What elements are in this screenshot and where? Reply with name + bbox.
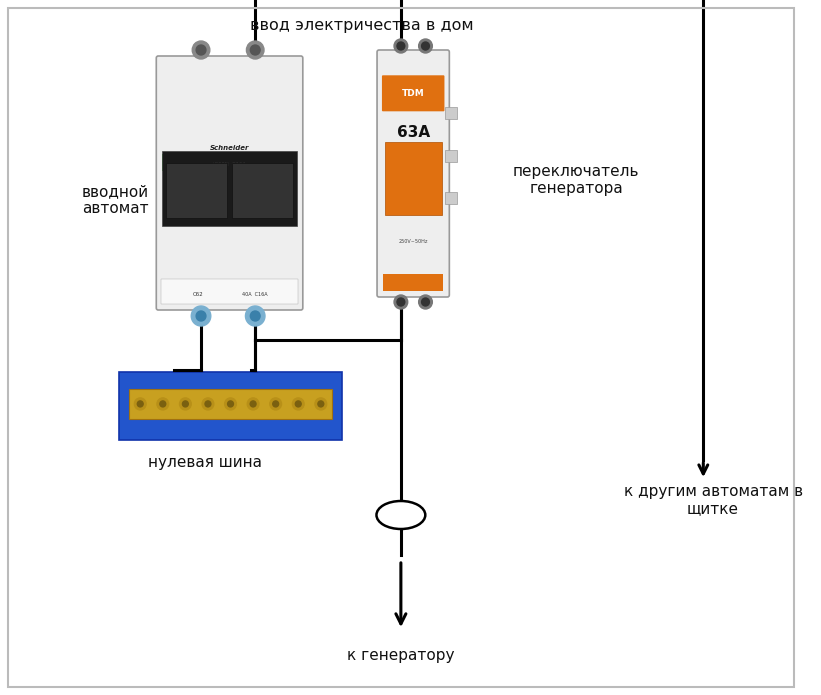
Circle shape bbox=[225, 398, 236, 410]
Text: ввод электричества в дом: ввод электричества в дом bbox=[250, 18, 473, 33]
Text: переключатель
генератора: переключатель генератора bbox=[513, 164, 640, 196]
Circle shape bbox=[191, 306, 211, 326]
Circle shape bbox=[273, 401, 278, 407]
Circle shape bbox=[227, 401, 233, 407]
Ellipse shape bbox=[377, 501, 425, 529]
Circle shape bbox=[394, 295, 408, 309]
FancyBboxPatch shape bbox=[377, 50, 449, 297]
Text: 40A  C16A: 40A C16A bbox=[242, 292, 268, 297]
Bar bbox=[119, 372, 342, 440]
Circle shape bbox=[250, 401, 256, 407]
Circle shape bbox=[422, 42, 429, 50]
Circle shape bbox=[318, 401, 323, 407]
Bar bbox=[129, 389, 333, 418]
Text: C62: C62 bbox=[193, 292, 204, 297]
Circle shape bbox=[250, 311, 260, 321]
Circle shape bbox=[296, 401, 301, 407]
Text: iC60N  C16A: iC60N C16A bbox=[213, 162, 246, 167]
Circle shape bbox=[202, 398, 213, 410]
Circle shape bbox=[292, 398, 304, 410]
Circle shape bbox=[315, 398, 327, 410]
Circle shape bbox=[196, 311, 206, 321]
Text: вводной
автомат: вводной автомат bbox=[82, 183, 149, 216]
Bar bbox=[446, 107, 457, 119]
Text: к другим автоматам в
щитке: к другим автоматам в щитке bbox=[623, 484, 803, 516]
Text: 63A: 63A bbox=[397, 124, 429, 140]
Circle shape bbox=[419, 295, 433, 309]
Circle shape bbox=[250, 45, 260, 55]
Text: Schneider: Schneider bbox=[210, 145, 250, 151]
Text: 250V~50Hz: 250V~50Hz bbox=[398, 239, 428, 244]
Circle shape bbox=[246, 41, 264, 59]
Circle shape bbox=[419, 39, 433, 53]
Circle shape bbox=[270, 398, 282, 410]
Circle shape bbox=[397, 298, 405, 306]
Text: нулевая шина: нулевая шина bbox=[148, 455, 262, 470]
Circle shape bbox=[196, 45, 206, 55]
Circle shape bbox=[245, 306, 265, 326]
Circle shape bbox=[247, 398, 259, 410]
Circle shape bbox=[394, 39, 408, 53]
Bar bbox=[161, 279, 298, 304]
Circle shape bbox=[137, 401, 143, 407]
Bar bbox=[166, 163, 227, 218]
Circle shape bbox=[192, 41, 210, 59]
Circle shape bbox=[157, 398, 168, 410]
Circle shape bbox=[397, 42, 405, 50]
Text: к генератору: к генератору bbox=[347, 648, 455, 663]
FancyBboxPatch shape bbox=[156, 56, 303, 310]
Bar bbox=[446, 192, 457, 204]
Circle shape bbox=[182, 401, 188, 407]
Circle shape bbox=[422, 298, 429, 306]
Circle shape bbox=[160, 401, 166, 407]
Bar bbox=[163, 151, 297, 225]
Bar bbox=[446, 151, 457, 163]
Bar bbox=[385, 142, 442, 215]
Circle shape bbox=[180, 398, 191, 410]
Circle shape bbox=[205, 401, 211, 407]
Bar bbox=[163, 154, 297, 170]
FancyBboxPatch shape bbox=[382, 75, 444, 111]
Text: TDM: TDM bbox=[401, 89, 424, 98]
Circle shape bbox=[135, 398, 146, 410]
Bar bbox=[232, 163, 293, 218]
Bar bbox=[383, 274, 443, 291]
